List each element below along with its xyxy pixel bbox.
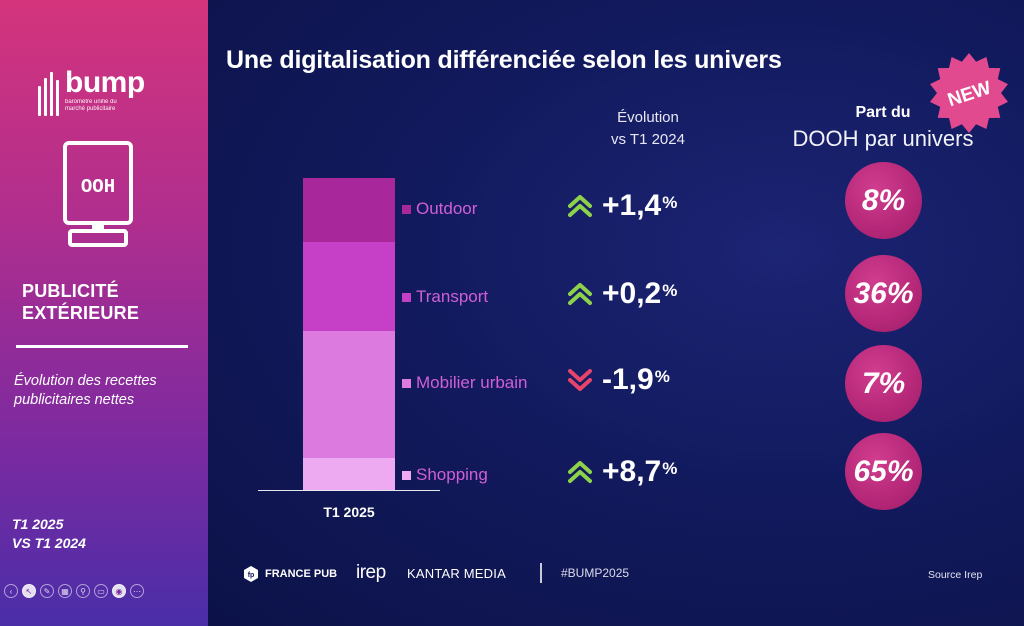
category-name: Shopping xyxy=(416,465,488,484)
section-title: PUBLICITÉ EXTÉRIEURE xyxy=(22,280,139,324)
francepub-icon: fp xyxy=(244,566,258,582)
kantar-logo: KANTAR MEDIA xyxy=(407,566,506,581)
period-line1: T1 2025 xyxy=(12,516,64,532)
category-name: Outdoor xyxy=(416,199,478,218)
evolution-value: +0,2% xyxy=(602,277,678,310)
irep-logo: irep xyxy=(356,562,386,583)
bump-logo: bump baromètre unifié du marché publicit… xyxy=(38,66,145,116)
bar-segment-mobilier-urbain xyxy=(303,331,395,459)
legend-swatch xyxy=(402,378,411,388)
category-name: Transport xyxy=(416,287,489,306)
source-note: Source Irep xyxy=(928,569,983,581)
divider xyxy=(16,345,188,348)
logo-word: bump xyxy=(65,66,145,99)
evolution-unit: % xyxy=(662,281,678,300)
dooh-header-line1: Part du xyxy=(855,104,911,121)
bump-logo-bars-icon xyxy=(38,72,59,116)
evolution-header-line1: Évolution xyxy=(617,109,679,126)
evolution-header: Évolution vs T1 2024 xyxy=(578,107,718,151)
double-chevron-up-icon xyxy=(568,195,592,217)
double-chevron-up-icon xyxy=(568,461,592,483)
dooh-share-mobilier-urbain: 7% xyxy=(845,345,922,422)
evolution-value: +1,4% xyxy=(602,189,678,222)
dooh-header-line2: DOOH par univers xyxy=(792,126,974,151)
slide-title: Une digitalisation différenciée selon le… xyxy=(226,46,782,74)
sidebar: bump baromètre unifié du marché publicit… xyxy=(0,0,208,626)
footer: fp FRANCE PUB irep KANTAR MEDIA #BUMP202… xyxy=(208,562,1024,585)
new-badge: NEW xyxy=(930,53,1008,133)
evolution-value: +8,7% xyxy=(602,455,678,488)
slide-main: Une digitalisation différenciée selon le… xyxy=(208,0,1024,626)
footer-separator xyxy=(540,563,542,583)
section-description: Évolution des recettes publicitaires net… xyxy=(14,373,157,408)
evolution-unit: % xyxy=(654,367,670,386)
dooh-share-shopping: 65% xyxy=(845,433,922,510)
evolution-unit: % xyxy=(662,193,678,212)
double-chevron-down-icon xyxy=(568,369,592,391)
legend-swatch xyxy=(402,292,411,302)
bar-segment-outdoor xyxy=(303,178,395,243)
evolution-mobilier-urbain: -1,9% xyxy=(566,364,670,396)
dooh-share-transport: 36% xyxy=(845,255,922,332)
evolution-header-line2: vs T1 2024 xyxy=(611,131,685,148)
evolution-value: -1,9% xyxy=(602,363,670,396)
double-chevron-up-icon xyxy=(568,283,592,305)
category-label-shopping: Shopping xyxy=(402,465,488,485)
zoom-icon[interactable]: ⚲ xyxy=(76,584,90,598)
evolution-transport: +0,2% xyxy=(566,278,677,310)
pointer-icon[interactable]: ↖ xyxy=(22,584,36,598)
category-name: Mobilier urbain xyxy=(416,373,528,392)
billboard-icon: OOH xyxy=(63,141,133,247)
period-label: T1 2025 VS T1 2024 xyxy=(12,515,86,553)
legend-swatch xyxy=(402,470,411,480)
dooh-share-header: Part du DOOH par univers xyxy=(768,102,998,154)
category-label-outdoor: Outdoor xyxy=(402,199,477,219)
chart-baseline xyxy=(258,490,440,491)
francepub-text: FRANCE PUB xyxy=(265,568,338,580)
bar-segment-shopping xyxy=(303,458,395,491)
pen-icon[interactable]: ✎ xyxy=(40,584,54,598)
legend-swatch xyxy=(402,204,411,214)
dooh-share-outdoor: 8% xyxy=(845,162,922,239)
subtitles-icon[interactable]: ▭ xyxy=(94,584,108,598)
svg-text:fp: fp xyxy=(248,572,255,579)
evolution-outdoor: +1,4% xyxy=(566,190,677,222)
francepub-logo: fp FRANCE PUB xyxy=(242,565,337,583)
bar-segment-transport xyxy=(303,242,395,332)
more-icon[interactable]: ⋯ xyxy=(130,584,144,598)
bar-category-label: T1 2025 xyxy=(323,504,375,520)
section-title-line2: EXTÉRIEURE xyxy=(22,303,140,323)
category-label-mobilier-urbain: Mobilier urbain xyxy=(402,373,528,393)
svg-text:OOH: OOH xyxy=(81,176,115,198)
camera-icon[interactable]: ◉ xyxy=(112,584,126,598)
evolution-unit: % xyxy=(662,459,678,478)
period-line2: VS T1 2024 xyxy=(12,535,86,551)
prev-icon[interactable]: ‹ xyxy=(4,584,18,598)
evolution-shopping: +8,7% xyxy=(566,456,677,488)
stacked-bar xyxy=(303,178,395,491)
presentation-toolbar: ‹ ↖ ✎ ▦ ⚲ ▭ ◉ ⋯ xyxy=(4,584,144,598)
section-title-line1: PUBLICITÉ xyxy=(22,281,119,301)
logo-subtitle: baromètre unifié du marché publicitaire xyxy=(65,99,117,112)
category-label-transport: Transport xyxy=(402,287,488,307)
slides-icon[interactable]: ▦ xyxy=(58,584,72,598)
hashtag: #BUMP2025 xyxy=(561,566,630,580)
